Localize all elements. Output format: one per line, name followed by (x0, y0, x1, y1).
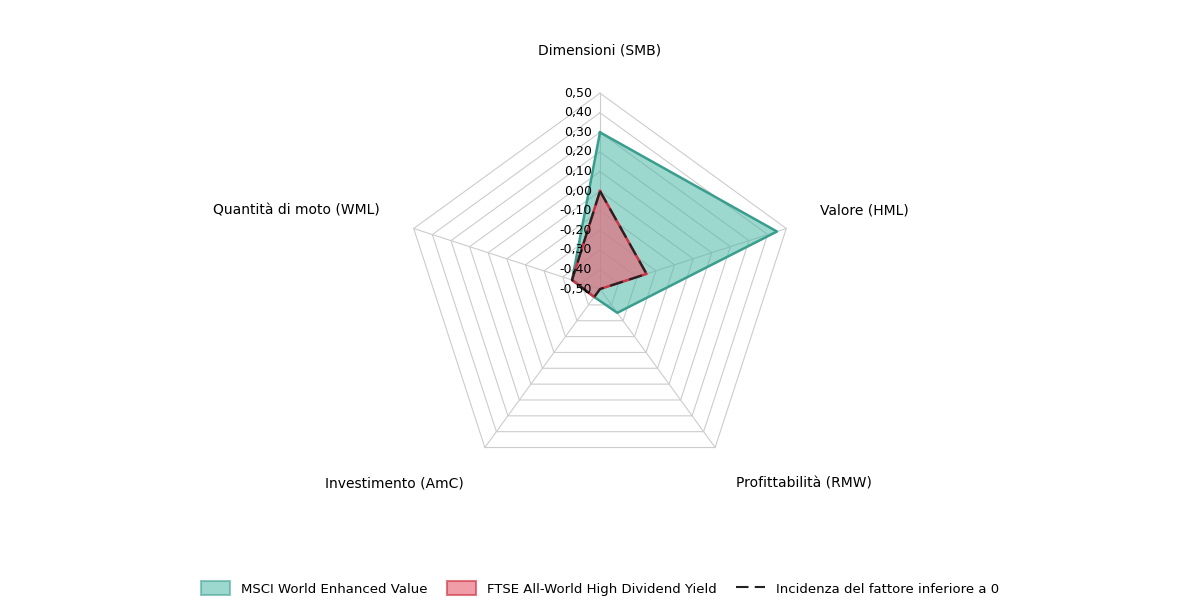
Text: 0,40: 0,40 (564, 106, 592, 119)
Text: 0,50: 0,50 (564, 87, 592, 100)
Text: -0,30: -0,30 (559, 244, 592, 256)
Text: -0,20: -0,20 (559, 224, 592, 237)
Text: Valore (HML): Valore (HML) (820, 204, 908, 218)
Text: -0,10: -0,10 (559, 204, 592, 217)
Text: Investimento (AmC): Investimento (AmC) (325, 476, 464, 490)
Text: Dimensioni (SMB): Dimensioni (SMB) (539, 44, 661, 58)
Text: 0,00: 0,00 (564, 184, 592, 197)
Text: -0,40: -0,40 (559, 263, 592, 276)
Polygon shape (572, 132, 776, 313)
Text: -0,50: -0,50 (559, 282, 592, 296)
Text: 0,20: 0,20 (564, 145, 592, 159)
Polygon shape (572, 191, 647, 297)
Text: Quantità di moto (WML): Quantità di moto (WML) (214, 204, 380, 218)
Text: Profittabilità (RMW): Profittabilità (RMW) (736, 476, 871, 490)
Legend: MSCI World Enhanced Value, FTSE All-World High Dividend Yield, Incidenza del fat: MSCI World Enhanced Value, FTSE All-Worl… (194, 575, 1006, 602)
Text: 0,10: 0,10 (564, 165, 592, 178)
Text: 0,30: 0,30 (564, 126, 592, 139)
